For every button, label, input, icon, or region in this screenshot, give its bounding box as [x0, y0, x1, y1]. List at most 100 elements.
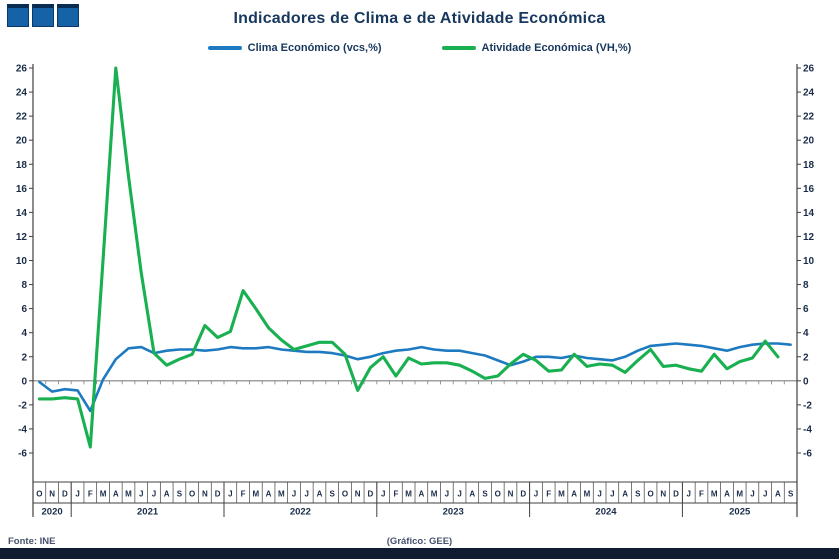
month-label: O: [647, 490, 653, 499]
y-tick-label: 20: [803, 136, 815, 147]
month-label: D: [673, 490, 679, 499]
y-tick-label: 10: [803, 256, 815, 267]
month-label: M: [736, 490, 743, 499]
month-label: S: [635, 490, 641, 499]
month-label: J: [381, 490, 385, 499]
year-label: 2023: [443, 507, 464, 518]
month-label: D: [520, 490, 526, 499]
y-tick-label: 16: [803, 184, 815, 195]
series-line-0: [38, 342, 792, 413]
y-tick-label: -6: [18, 449, 27, 460]
month-label: N: [202, 490, 208, 499]
month-label: S: [330, 490, 336, 499]
month-label: J: [457, 490, 461, 499]
month-label: A: [724, 490, 730, 499]
year-label: 2020: [42, 507, 63, 518]
month-label: J: [228, 490, 232, 499]
y-tick-label: 0: [21, 376, 27, 387]
month-label: D: [368, 490, 374, 499]
legend-item-atividade: Atividade Económica (VH,%): [441, 42, 631, 54]
three-squares-logo: [7, 4, 79, 27]
year-label: 2021: [137, 507, 159, 518]
legend-label-clima: Clima Económico (vcs,%): [247, 42, 382, 54]
month-label: M: [584, 490, 591, 499]
month-label: J: [139, 490, 143, 499]
month-label: F: [546, 490, 551, 499]
month-label: A: [622, 490, 628, 499]
month-label: O: [495, 490, 501, 499]
y-tick-label: -6: [803, 449, 812, 460]
y-tick-label: -4: [803, 424, 812, 435]
year-label: 2025: [729, 507, 751, 518]
y-tick-label: 24: [16, 88, 28, 99]
month-label: F: [241, 490, 246, 499]
logo-square: [57, 4, 79, 27]
y-tick-label: 4: [803, 328, 809, 339]
y-tick-label: 22: [803, 112, 815, 123]
y-tick-label: 4: [21, 328, 27, 339]
y-tick-label: 12: [803, 232, 815, 243]
y-tick-label: 8: [21, 280, 27, 291]
month-label: S: [177, 490, 183, 499]
y-tick-label: -2: [18, 400, 27, 411]
month-label: N: [355, 490, 361, 499]
y-tick-label: 12: [16, 232, 28, 243]
legend-line-green-icon: [441, 46, 476, 50]
credit-text: (Gráfico: GEE): [386, 536, 453, 547]
y-tick-label: 16: [16, 184, 28, 195]
bottom-bar: [0, 548, 839, 559]
month-label: N: [660, 490, 666, 499]
month-label: A: [775, 490, 781, 499]
y-tick-label: 6: [803, 304, 809, 315]
month-label: F: [393, 490, 398, 499]
month-label: N: [508, 490, 514, 499]
month-label: S: [788, 490, 794, 499]
y-tick-label: 18: [16, 160, 28, 171]
month-label: J: [687, 490, 691, 499]
y-tick-label: 22: [16, 112, 28, 123]
logo-square: [7, 4, 29, 27]
month-label: A: [418, 490, 424, 499]
month-label: N: [49, 490, 55, 499]
month-label: M: [278, 490, 285, 499]
y-tick-label: 26: [16, 64, 28, 75]
month-label: J: [750, 490, 754, 499]
y-tick-label: 10: [16, 256, 28, 267]
month-label: M: [252, 490, 259, 499]
month-label: A: [113, 490, 119, 499]
month-label: M: [405, 490, 412, 499]
month-label: M: [711, 490, 718, 499]
month-label: J: [763, 490, 767, 499]
month-label: F: [699, 490, 704, 499]
series-lines: [37, 66, 792, 449]
y-tick-label: 20: [16, 136, 28, 147]
month-label: A: [164, 490, 170, 499]
month-label: D: [215, 490, 221, 499]
month-label: J: [610, 490, 614, 499]
month-label: J: [445, 490, 449, 499]
month-label: M: [558, 490, 565, 499]
month-label: A: [317, 490, 323, 499]
y-tick-label: 8: [803, 280, 809, 291]
y-tick-label: 6: [21, 304, 27, 315]
month-label: M: [431, 490, 438, 499]
chart-title: Indicadores de Clima e de Atividade Econ…: [233, 10, 606, 27]
y-tick-label: 2: [21, 352, 27, 363]
month-label: J: [152, 490, 156, 499]
month-label: M: [125, 490, 132, 499]
y-tick-label: -4: [18, 424, 27, 435]
month-label: A: [266, 490, 272, 499]
y-tick-label: 24: [803, 88, 815, 99]
month-label: D: [62, 490, 68, 499]
year-label: 2022: [290, 507, 311, 518]
month-label: F: [88, 490, 93, 499]
y-tick-label: 14: [16, 208, 28, 219]
y-tick-label: 18: [803, 160, 815, 171]
month-label: M: [100, 490, 107, 499]
y-tick-label: 0: [803, 376, 809, 387]
series-line-1: [37, 66, 780, 449]
